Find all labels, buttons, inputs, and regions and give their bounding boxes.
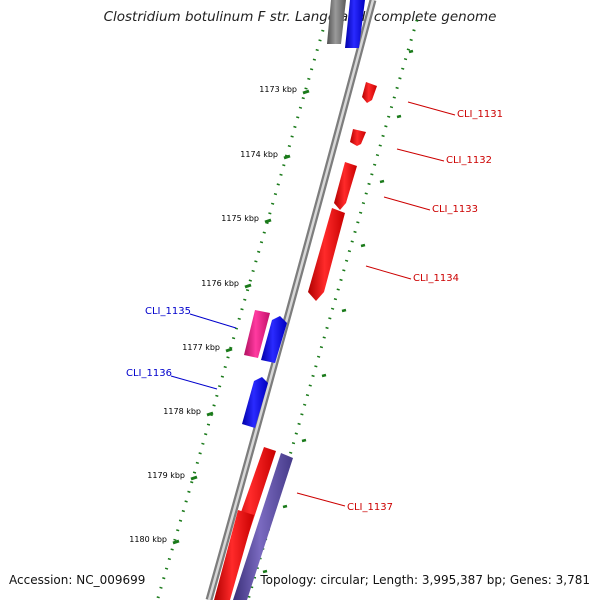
scale-tick: [190, 475, 198, 481]
scale-label: 1177 kbp: [182, 343, 220, 352]
gene-cli-1133[interactable]: [334, 162, 357, 210]
accession-label: Accession: NC_009699: [9, 573, 146, 587]
purple-feature[interactable]: [233, 453, 293, 600]
scale-label: 1173 kbp: [259, 85, 297, 94]
label-cli-1137: CLI_1137: [347, 502, 393, 513]
scale-ticks: [172, 89, 310, 545]
scale-tick: [283, 154, 291, 160]
red-gene-lower[interactable]: [214, 510, 254, 600]
scale-tick: [206, 411, 214, 417]
label-cli-1134: CLI_1134: [413, 273, 459, 284]
outer-ring-ticks: [262, 49, 414, 574]
backbone-highlight: [207, 0, 375, 600]
gene-cli-1135[interactable]: [244, 310, 270, 358]
genome-summary: Topology: circular; Length: 3,995,387 bp…: [260, 573, 590, 587]
scale-label: 1178 kbp: [163, 407, 201, 416]
gene-labels: CLI_1131 CLI_1132 CLI_1133 CLI_1134 CLI_…: [126, 109, 503, 513]
scale-tick: [302, 89, 310, 95]
blue-gene-a[interactable]: [261, 316, 287, 363]
scale-label: 1180 kbp: [129, 535, 167, 544]
gene-cli-1131[interactable]: [362, 82, 377, 103]
scale-tick: [264, 218, 272, 224]
scale-label: 1179 kbp: [147, 471, 185, 480]
scale-tick: [244, 283, 252, 289]
scale-label: 1175 kbp: [221, 214, 259, 223]
scale-tick: [225, 347, 233, 353]
label-cli-1131: CLI_1131: [457, 109, 503, 120]
gene-cli-1136[interactable]: [242, 377, 268, 428]
label-cli-1133: CLI_1133: [432, 204, 478, 215]
gene-cli-1132[interactable]: [350, 129, 366, 146]
scale-label: 1174 kbp: [240, 150, 278, 159]
scale-label: 1176 kbp: [201, 279, 239, 288]
map-title: Clostridium botulinum F str. Langeland, …: [103, 9, 497, 25]
label-cli-1135: CLI_1135: [145, 306, 191, 317]
gene-cli-1134[interactable]: [308, 208, 345, 301]
label-cli-1136: CLI_1136: [126, 368, 172, 379]
gray-feature: [327, 0, 346, 44]
scale-tick: [172, 539, 180, 545]
label-cli-1132: CLI_1132: [446, 155, 492, 166]
label-leaders: [170, 101, 456, 507]
blue-feature-top: [345, 0, 365, 48]
scale-labels: 1173 kbp 1174 kbp 1175 kbp 1176 kbp 1177 kbp…: [129, 85, 297, 544]
